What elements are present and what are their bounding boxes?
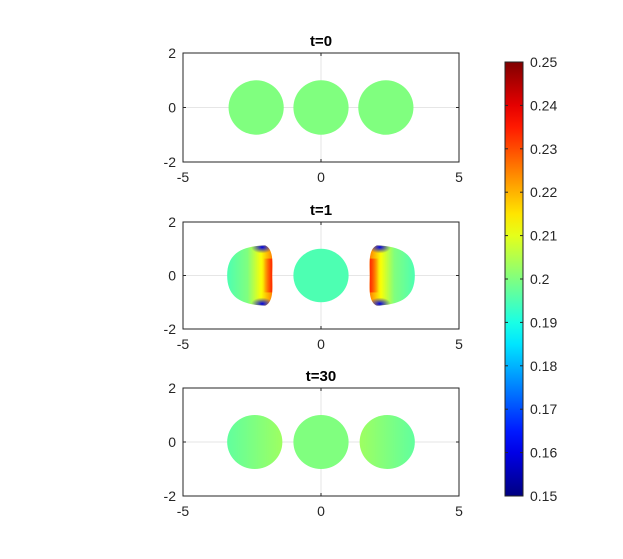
y-tick-label: 0 <box>168 268 176 284</box>
particle <box>369 245 415 306</box>
colorbar-tick-label: 0.17 <box>530 401 557 417</box>
subplot-t0: t=0 -5 0 5 -2 0 2 <box>164 33 464 185</box>
particle <box>359 415 415 469</box>
particle-tip <box>251 297 273 306</box>
particle <box>293 415 349 469</box>
x-tick-label: 5 <box>455 169 463 185</box>
x-tick-label: 0 <box>317 503 325 519</box>
particle-tip <box>369 245 391 254</box>
colorbar-tick-label: 0.15 <box>530 488 557 504</box>
particle-tip <box>369 297 391 306</box>
colorbar-tick-label: 0.24 <box>530 97 557 113</box>
y-tick-label: -2 <box>164 321 177 337</box>
y-tick-label: 2 <box>168 214 176 230</box>
x-tick-label: 5 <box>455 336 463 352</box>
colorbar-gradient <box>505 62 523 496</box>
colorbar: 0.25 0.24 0.23 0.22 0.21 0.2 0.19 0.18 0.17 0.16 0… <box>504 54 557 504</box>
particle <box>358 80 414 135</box>
particle-hot-band <box>369 258 379 293</box>
colorbar-tick-label: 0.19 <box>530 314 557 330</box>
particle <box>293 248 349 303</box>
particle <box>227 415 283 469</box>
subplot-title: t=1 <box>310 202 332 219</box>
colorbar-tick-label: 0.18 <box>530 358 557 374</box>
subplot-title: t=30 <box>306 368 336 385</box>
y-tick-label: -2 <box>164 154 177 170</box>
x-tick-label: 5 <box>455 503 463 519</box>
particle-hot-band <box>263 258 273 293</box>
x-tick-label: -5 <box>177 336 190 352</box>
particle-tip <box>251 245 273 254</box>
colorbar-tick-label: 0.22 <box>530 184 557 200</box>
colorbar-tick-label: 0.21 <box>530 228 557 244</box>
y-tick-label: 2 <box>168 45 176 61</box>
subplot-t30: t=30 -5 0 5 -2 0 2 <box>164 368 464 519</box>
subplot-t1: t=1 -5 0 5 -2 0 2 <box>164 202 464 352</box>
y-tick-label: 0 <box>168 434 176 450</box>
colorbar-tick-label: 0.23 <box>530 141 557 157</box>
colorbar-tick-label: 0.16 <box>530 445 557 461</box>
particle <box>293 80 349 135</box>
x-tick-label: 0 <box>317 336 325 352</box>
particle <box>228 80 284 135</box>
y-tick-label: 0 <box>168 100 176 116</box>
x-tick-label: -5 <box>177 503 190 519</box>
colorbar-tick-label: 0.2 <box>530 271 550 287</box>
y-tick-label: -2 <box>164 488 177 504</box>
subplot-title: t=0 <box>310 33 332 50</box>
x-tick-label: 0 <box>317 169 325 185</box>
colorbar-tick-label: 0.25 <box>530 54 557 70</box>
particle <box>227 245 273 306</box>
y-tick-label: 2 <box>168 380 176 396</box>
x-tick-label: -5 <box>177 169 190 185</box>
